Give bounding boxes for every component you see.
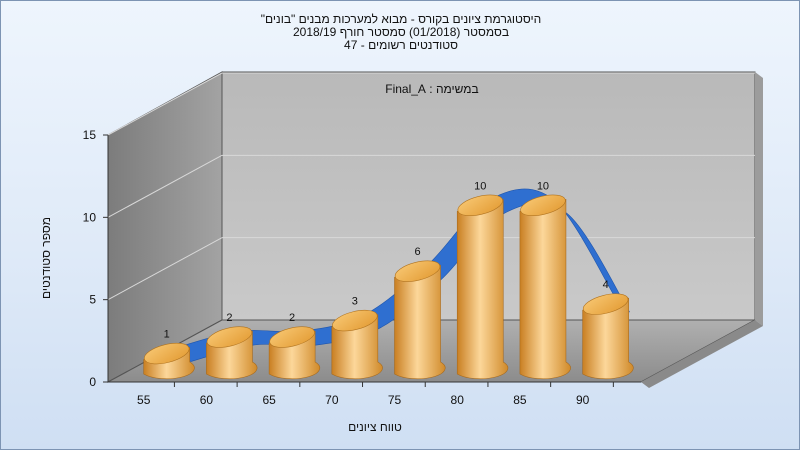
bar: 2 [268,312,321,380]
gridline-wall [107,72,223,136]
wall-shadow-bottom [641,320,763,388]
bar-body [519,198,571,380]
x-tick-label: 55 [137,393,151,407]
bar-body [456,198,509,380]
y-axis-title: מספר סטודנטים [39,217,53,299]
gridline-wall [107,237,223,301]
x-tick-label: 65 [262,393,276,407]
bar-top [520,194,566,216]
x-tick-label: 60 [200,393,214,407]
bars-group: 1 2 2 3 6 10 10 4 [143,180,634,380]
chart-title-line-1: היסטוגרמת ציונים בקורס - מבוא למערכות מב… [260,12,542,26]
x-tick-label: 75 [388,393,402,407]
bar-top [269,326,315,348]
y-ticks: 0 5 10 15 [83,128,108,389]
bar-value-label: 3 [352,296,358,308]
y-tick-label: 5 [89,293,96,307]
bar: 3 [331,296,383,380]
chart-subtitle: במשימה : Final_A [385,82,478,96]
bar-value-label: 4 [603,279,609,291]
gridline-wall [107,154,223,218]
chart-title-line-3: סטודנטים רשומים - 47 [344,38,458,52]
y-tick-label: 15 [83,128,97,142]
bar: 10 [519,180,571,380]
bar-top [143,342,190,365]
bar-body [394,264,446,380]
bar-top [582,293,629,315]
x-tick-label: 70 [325,393,339,407]
bar: 4 [582,279,634,380]
x-tick-label: 85 [513,393,527,407]
bar-value-label: 6 [414,246,420,258]
y-tick-label: 0 [89,375,96,389]
bar-value-label: 2 [289,312,295,324]
bar-top [457,194,503,216]
x-tick-label: 90 [576,393,590,407]
y-tick-label: 10 [83,210,97,224]
bar-value-label: 2 [226,312,232,324]
bar-value-label: 1 [164,329,170,341]
bar-value-label: 10 [537,180,549,192]
wall-shadow-right [755,72,763,326]
bar-body [582,297,634,380]
x-ticks: 55 60 65 70 75 80 85 90 [137,382,614,407]
bar-top [394,260,441,282]
bar: 1 [143,329,195,380]
bar-top [332,309,378,332]
x-axis-title: טווח ציונים [348,420,402,434]
bar: 6 [394,246,446,380]
bar: 2 [206,312,258,380]
chart-title-line-2: בסמסטר (01/2018) סמסטר חורף 2018/19 [292,25,510,39]
bar-value-label: 10 [474,180,486,192]
bar-top [206,326,253,348]
x-tick-label: 80 [451,393,465,407]
bar: 10 [456,180,509,380]
